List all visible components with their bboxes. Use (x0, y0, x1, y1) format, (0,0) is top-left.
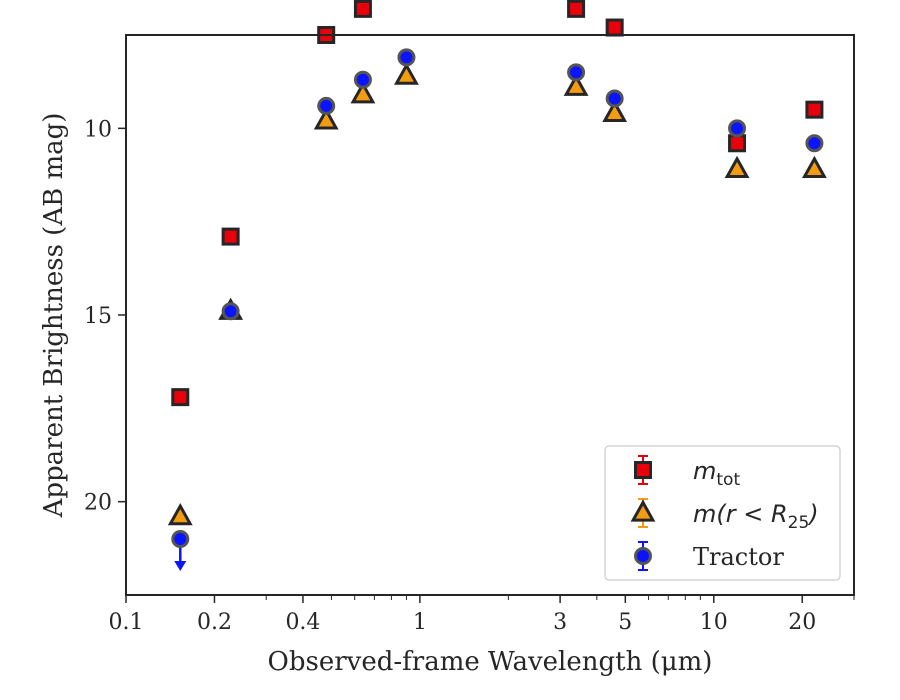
legend: mtot m(r < R25) Tractor (604, 445, 841, 581)
x-tick-label: 5 (618, 610, 632, 635)
x-axis-ticks: 0.1 0.2 0.4 1 3 5 10 20 (109, 595, 855, 635)
legend-label: Tractor (693, 543, 784, 571)
x-tick-label: 20 (788, 610, 816, 635)
triangle-point (394, 62, 419, 85)
circle-point (728, 119, 747, 138)
square-point (605, 18, 624, 37)
triangle-point (602, 99, 628, 123)
x-tick-label: 0.2 (197, 610, 232, 635)
circle-point (397, 48, 416, 67)
square-point (805, 100, 824, 119)
plot-frame (125, 34, 855, 596)
x-tick-label: 1 (413, 610, 427, 635)
square-point (171, 388, 190, 407)
legend-marker (634, 547, 652, 565)
y-tick-label: 10 (84, 117, 112, 142)
x-tick-label: 10 (700, 610, 728, 635)
legend-label: mtot (693, 457, 740, 490)
circle-point (805, 134, 824, 153)
y-axis-ticks: 10 15 20 (84, 117, 126, 516)
triangle-point (801, 155, 827, 179)
x-tick-label: 3 (553, 610, 567, 635)
triangle-point (313, 107, 339, 130)
x-tick-label: 0.1 (109, 610, 144, 635)
square-point (221, 227, 240, 246)
legend-marker (630, 499, 656, 522)
triangle-point (350, 81, 376, 104)
x-axis-label: Observed-frame Wavelength (μm) (268, 647, 713, 677)
legend-box (604, 445, 841, 581)
circle-point (567, 63, 586, 82)
x-tick-label: 0.4 (285, 610, 320, 635)
legend-label: m(r < R25) (693, 500, 819, 533)
y-tick-label: 20 (84, 491, 112, 516)
circle-point (605, 89, 624, 108)
y-tick-label: 15 (84, 304, 112, 329)
circle-point (353, 70, 372, 89)
circle-point (171, 530, 190, 548)
y-axis-label: Apparent Brightness (AB mag) (39, 113, 69, 519)
triangle-point (724, 155, 750, 179)
square-point (353, 0, 372, 18)
legend-marker (634, 461, 652, 479)
circle-point (317, 96, 336, 115)
triangle-point (563, 73, 589, 96)
square-point (567, 0, 586, 18)
triangle-point (167, 502, 193, 526)
square-point (728, 134, 747, 153)
circle-point (221, 302, 240, 321)
upper-limit-arrow-head (174, 561, 187, 571)
